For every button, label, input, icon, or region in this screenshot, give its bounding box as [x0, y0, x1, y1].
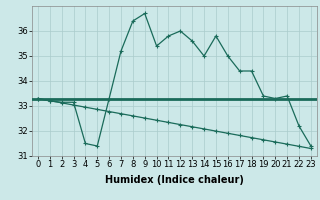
X-axis label: Humidex (Indice chaleur): Humidex (Indice chaleur)	[105, 175, 244, 185]
